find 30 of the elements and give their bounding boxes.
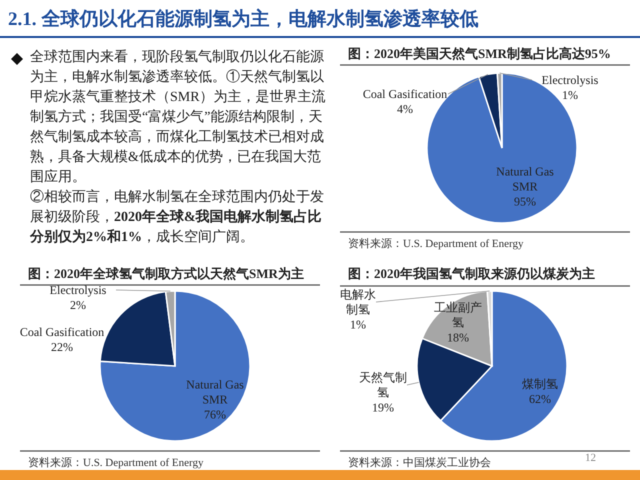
chart-title: 图：2020年我国氢气制取来源仍以煤炭为主 — [348, 265, 595, 283]
data-label: 62% — [528, 392, 552, 407]
slice-label: 天然气制氢 — [358, 370, 408, 400]
slice-label: 煤制氢 — [521, 377, 559, 392]
text: 资料来源：U.S. Department of Energy — [28, 456, 204, 470]
data-label: 76% — [203, 408, 227, 422]
chart-title: 图：2020年全球氢气制取方式以天然气SMR为主 — [28, 265, 304, 283]
slice-label: Coal Gasification — [362, 87, 448, 102]
text: 全球范围内来看，现阶段氢气制取仍以化石能源为主，电解水制氢渗透率较低。①天然气制氢以甲烷水蒸气重整技术（SMR）为主，是世界主流制氢方式；我国受“富煤少气”能源结构限制，天然气制氢成本较高，而煤化工制氢技术已相对成熟，具备大规模&低成本的优势，已在我国大范围应用。 — [30, 50, 326, 185]
text: 2.1. 全球仍以化石能源制氢为主，电解水制氢渗透率较低 — [8, 8, 478, 32]
data-label: 2% — [69, 298, 87, 313]
data-label: 95% — [513, 194, 537, 210]
data-label: 1% — [561, 88, 579, 103]
text: 12 — [585, 452, 596, 464]
slice-label: Natural Gas SMR — [495, 164, 555, 194]
data-label: 1% — [349, 318, 367, 332]
data-label: 18% — [446, 330, 470, 346]
data-label: 22% — [50, 340, 74, 355]
legend-label: Electrolysis — [540, 73, 600, 88]
text: 资料来源：中国煤炭工业协会 — [348, 456, 491, 470]
slice-label: Coal Gasification — [18, 325, 106, 340]
data-label: 19% — [371, 400, 395, 416]
slice-label: Natural Gas SMR — [185, 378, 245, 408]
chart-title: 图：2020年美国天然气SMR制氢占比高达95% — [348, 45, 611, 63]
slice-label: Electrolysis — [48, 283, 108, 298]
data-label: 4% — [396, 102, 414, 117]
text: ②相较而言，电解水制氢在全球范围内仍处于发展初级阶段，2020年全球&我国电解水制氢占比分别仅为2%和1%，成长空间广阔。 — [30, 190, 324, 245]
text: 资料来源：U.S. Department of Energy — [348, 237, 524, 251]
slice-label: 电解水制氢 — [339, 288, 377, 318]
slice-label: 工业副产氢 — [433, 300, 483, 330]
